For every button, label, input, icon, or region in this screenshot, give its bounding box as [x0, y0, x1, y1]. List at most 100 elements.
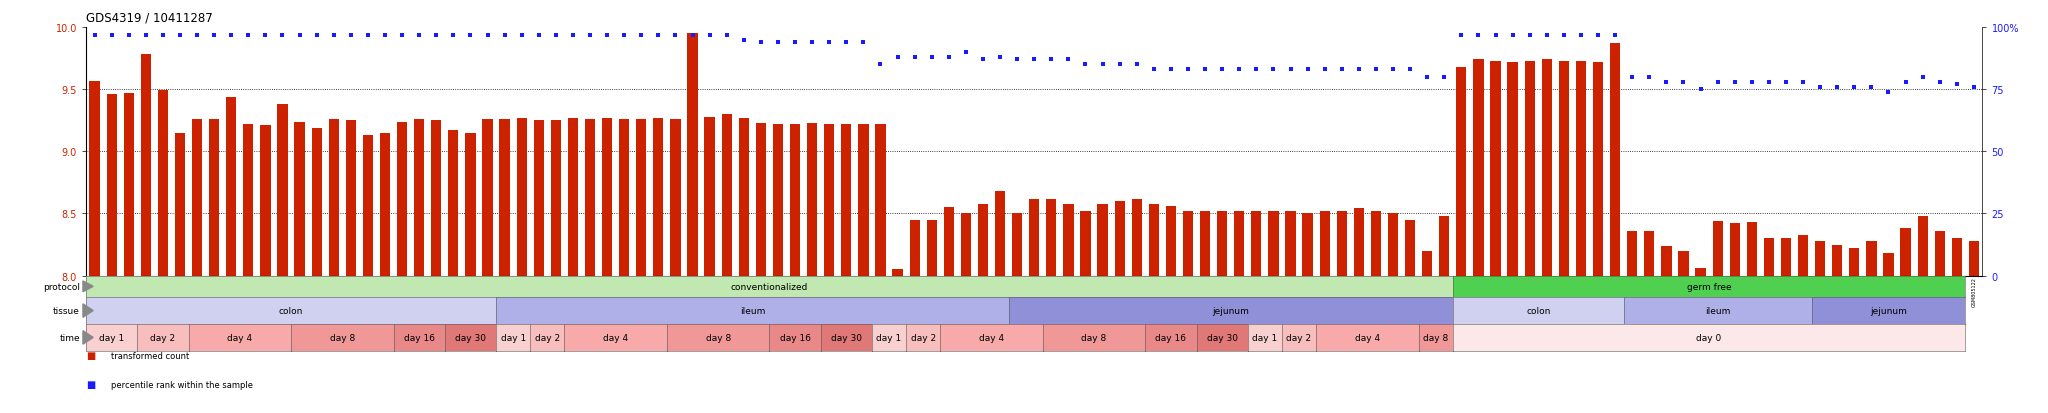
Text: percentile rank within the sample: percentile rank within the sample — [111, 380, 252, 389]
Bar — [1405, 220, 1415, 276]
Bar — [1028, 199, 1040, 276]
Bar — [1696, 268, 1706, 276]
Point — [659, 32, 692, 39]
Bar — [1763, 239, 1774, 276]
Point — [96, 32, 129, 39]
Point — [1034, 57, 1067, 64]
Point — [334, 32, 367, 39]
Point — [385, 32, 418, 39]
Bar — [618, 120, 629, 276]
Bar — [362, 136, 373, 276]
Bar — [1165, 206, 1176, 276]
Point — [641, 32, 674, 39]
Bar — [1354, 209, 1364, 276]
Point — [1616, 74, 1649, 81]
Text: jejunum: jejunum — [1870, 306, 1907, 315]
Bar — [705, 117, 715, 276]
Point — [1395, 67, 1427, 74]
Bar — [1507, 63, 1518, 276]
Bar — [586, 120, 596, 276]
Bar — [1524, 62, 1534, 276]
Bar — [225, 97, 236, 276]
Point — [1376, 67, 1409, 74]
Bar — [1012, 214, 1022, 276]
Bar — [123, 94, 133, 276]
Point — [1479, 32, 1511, 39]
Point — [676, 32, 709, 39]
Text: germ free: germ free — [1688, 282, 1731, 291]
Point — [471, 32, 504, 39]
Text: time: time — [59, 333, 80, 342]
Bar — [1389, 214, 1399, 276]
Point — [1290, 67, 1323, 74]
Bar — [1440, 216, 1450, 276]
Point — [813, 40, 846, 46]
Text: day 8: day 8 — [707, 333, 731, 342]
Point — [539, 32, 571, 39]
Point — [745, 40, 778, 46]
Bar — [516, 119, 526, 276]
Point — [864, 62, 897, 69]
Point — [1257, 67, 1290, 74]
Point — [1667, 79, 1700, 86]
Bar — [1235, 211, 1245, 276]
Point — [1188, 67, 1221, 74]
Bar — [260, 126, 270, 276]
Bar — [1593, 63, 1604, 276]
Text: ■: ■ — [86, 350, 96, 360]
Point — [1821, 84, 1853, 91]
Text: day 2: day 2 — [150, 333, 176, 342]
Text: colon: colon — [279, 306, 303, 315]
Text: day 2: day 2 — [1286, 333, 1311, 342]
Text: day 8: day 8 — [1423, 333, 1448, 342]
Bar — [1968, 241, 1978, 276]
Point — [1239, 67, 1272, 74]
Point — [1137, 67, 1169, 74]
Bar — [944, 208, 954, 276]
Point — [147, 32, 180, 39]
Point — [573, 32, 606, 39]
Text: day 1: day 1 — [500, 333, 526, 342]
Point — [420, 32, 453, 39]
Text: day 16: day 16 — [780, 333, 811, 342]
Bar — [1575, 62, 1585, 276]
Bar — [1935, 231, 1946, 276]
Point — [829, 40, 862, 46]
Text: day 16: day 16 — [403, 333, 434, 342]
Point — [1735, 79, 1767, 86]
Bar — [465, 133, 475, 276]
Bar — [842, 125, 852, 276]
Point — [1769, 79, 1802, 86]
Point — [1718, 79, 1751, 86]
Point — [692, 32, 725, 39]
Point — [932, 55, 965, 61]
Bar — [311, 128, 322, 276]
Text: day 1: day 1 — [877, 333, 901, 342]
Point — [711, 32, 743, 39]
Bar — [1337, 211, 1348, 276]
Point — [1360, 67, 1393, 74]
Point — [1411, 74, 1444, 81]
Bar — [653, 119, 664, 276]
Point — [915, 55, 948, 61]
Bar — [209, 120, 219, 276]
Text: day 2: day 2 — [911, 333, 936, 342]
Point — [1855, 84, 1888, 91]
Bar — [739, 119, 750, 276]
Text: day 30: day 30 — [455, 333, 485, 342]
Bar — [1149, 204, 1159, 276]
Bar — [432, 121, 442, 276]
Point — [1513, 32, 1546, 39]
Point — [762, 40, 795, 46]
Bar — [500, 120, 510, 276]
Point — [1325, 67, 1358, 74]
Point — [129, 32, 162, 39]
Bar — [602, 119, 612, 276]
Point — [727, 37, 760, 44]
Point — [199, 32, 231, 39]
Point — [1120, 62, 1153, 69]
Bar — [807, 123, 817, 276]
Point — [352, 32, 385, 39]
Bar — [567, 119, 578, 276]
Bar — [1251, 211, 1262, 276]
